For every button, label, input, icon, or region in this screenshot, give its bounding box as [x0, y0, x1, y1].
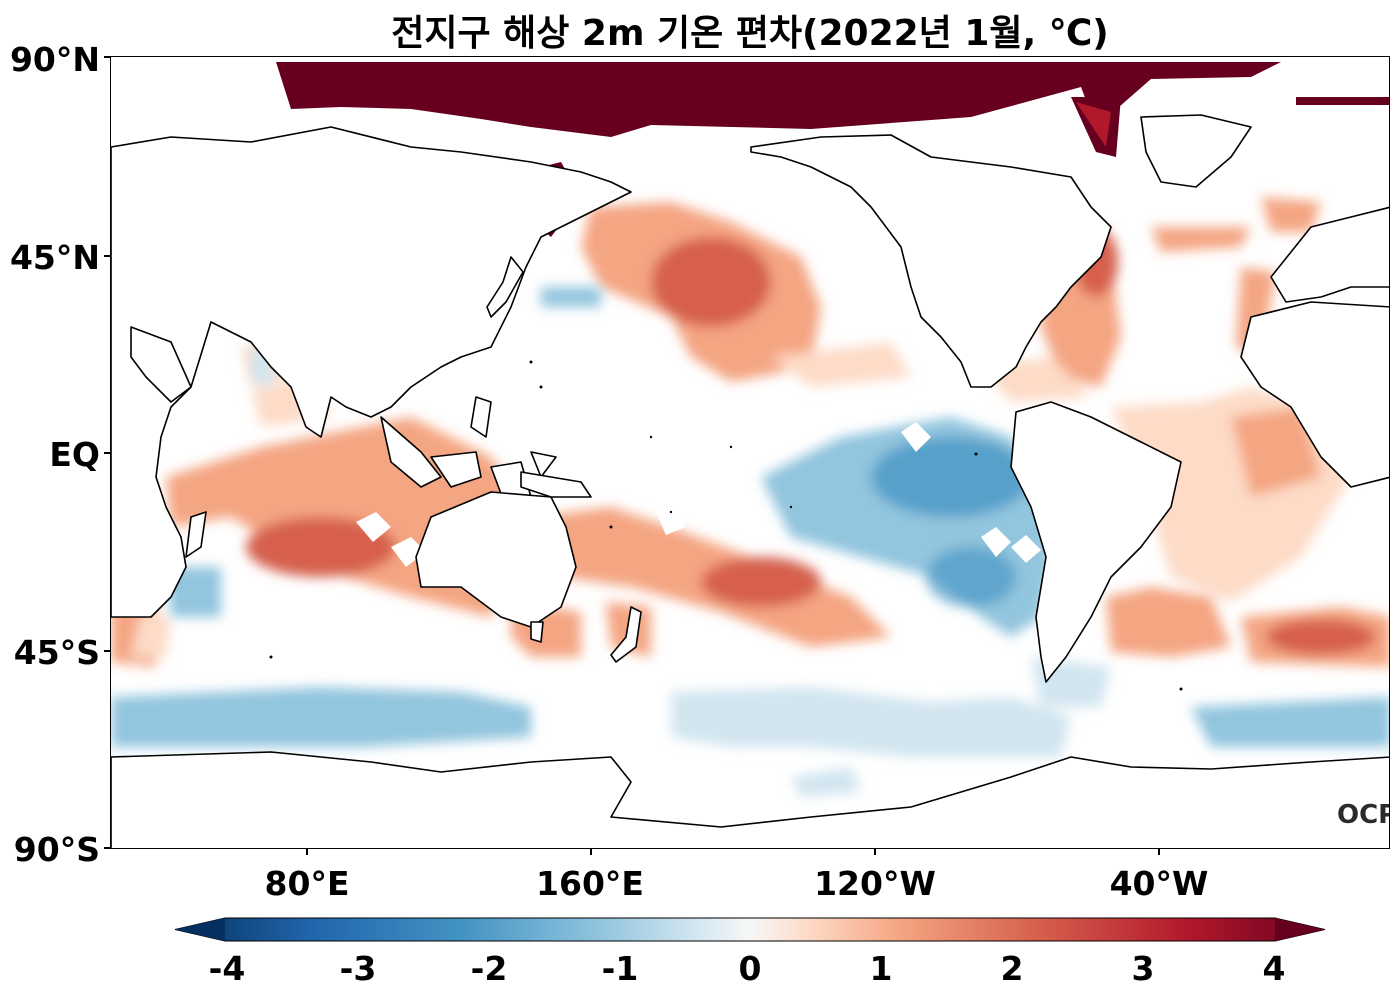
- x-tick: [874, 849, 876, 855]
- colorbar-label: 3: [1131, 949, 1155, 988]
- y-label-90s: 90°S: [13, 830, 100, 869]
- x-tick: [590, 849, 592, 855]
- colorbar-extend-min: [175, 918, 225, 941]
- x-label-40w: 40°W: [1109, 864, 1209, 903]
- x-label-160e: 160°E: [536, 864, 644, 903]
- masked-areas: [356, 422, 1041, 567]
- colorbar-label: -4: [208, 949, 246, 988]
- x-tick: [1158, 849, 1160, 855]
- x-label-120w: 120°W: [814, 864, 936, 903]
- y-tick: [104, 650, 110, 652]
- colorbar-label: 1: [869, 949, 893, 988]
- y-tick: [104, 847, 110, 849]
- colorbar-label: 4: [1262, 949, 1286, 988]
- coastlines: [111, 114, 1389, 848]
- ocpc-logo: OCPC: [1337, 800, 1390, 830]
- map-panel: OCPC: [110, 56, 1390, 849]
- colorbar-label: 0: [738, 949, 762, 988]
- colorbar-label: -2: [470, 949, 508, 988]
- map-title: 전지구 해상 2m 기온 편차(2022년 1월, ℃): [391, 13, 1109, 54]
- colorbar-extend-max: [1275, 918, 1325, 941]
- y-label-45n: 45°N: [9, 238, 100, 277]
- y-tick: [104, 255, 110, 257]
- small-islands: [269, 360, 1183, 691]
- colorbar-gradient: [175, 917, 1325, 942]
- y-tick: [104, 452, 110, 454]
- x-label-80e: 80°E: [264, 864, 350, 903]
- y-label-45s: 45°S: [13, 633, 100, 672]
- colorbar-label: 2: [1000, 949, 1024, 988]
- y-label-90n: 90°N: [9, 40, 100, 79]
- y-tick: [104, 56, 110, 58]
- cool-anomaly-regions: [111, 287, 1389, 797]
- warm-anomaly-regions: [111, 197, 1389, 667]
- colorbar-label: -3: [339, 949, 377, 988]
- colorbar: [175, 917, 1325, 942]
- anomaly-map-svg: OCPC: [111, 62, 1390, 848]
- x-tick: [306, 849, 308, 855]
- colorbar-label: -1: [601, 949, 639, 988]
- y-label-eq: EQ: [49, 435, 100, 474]
